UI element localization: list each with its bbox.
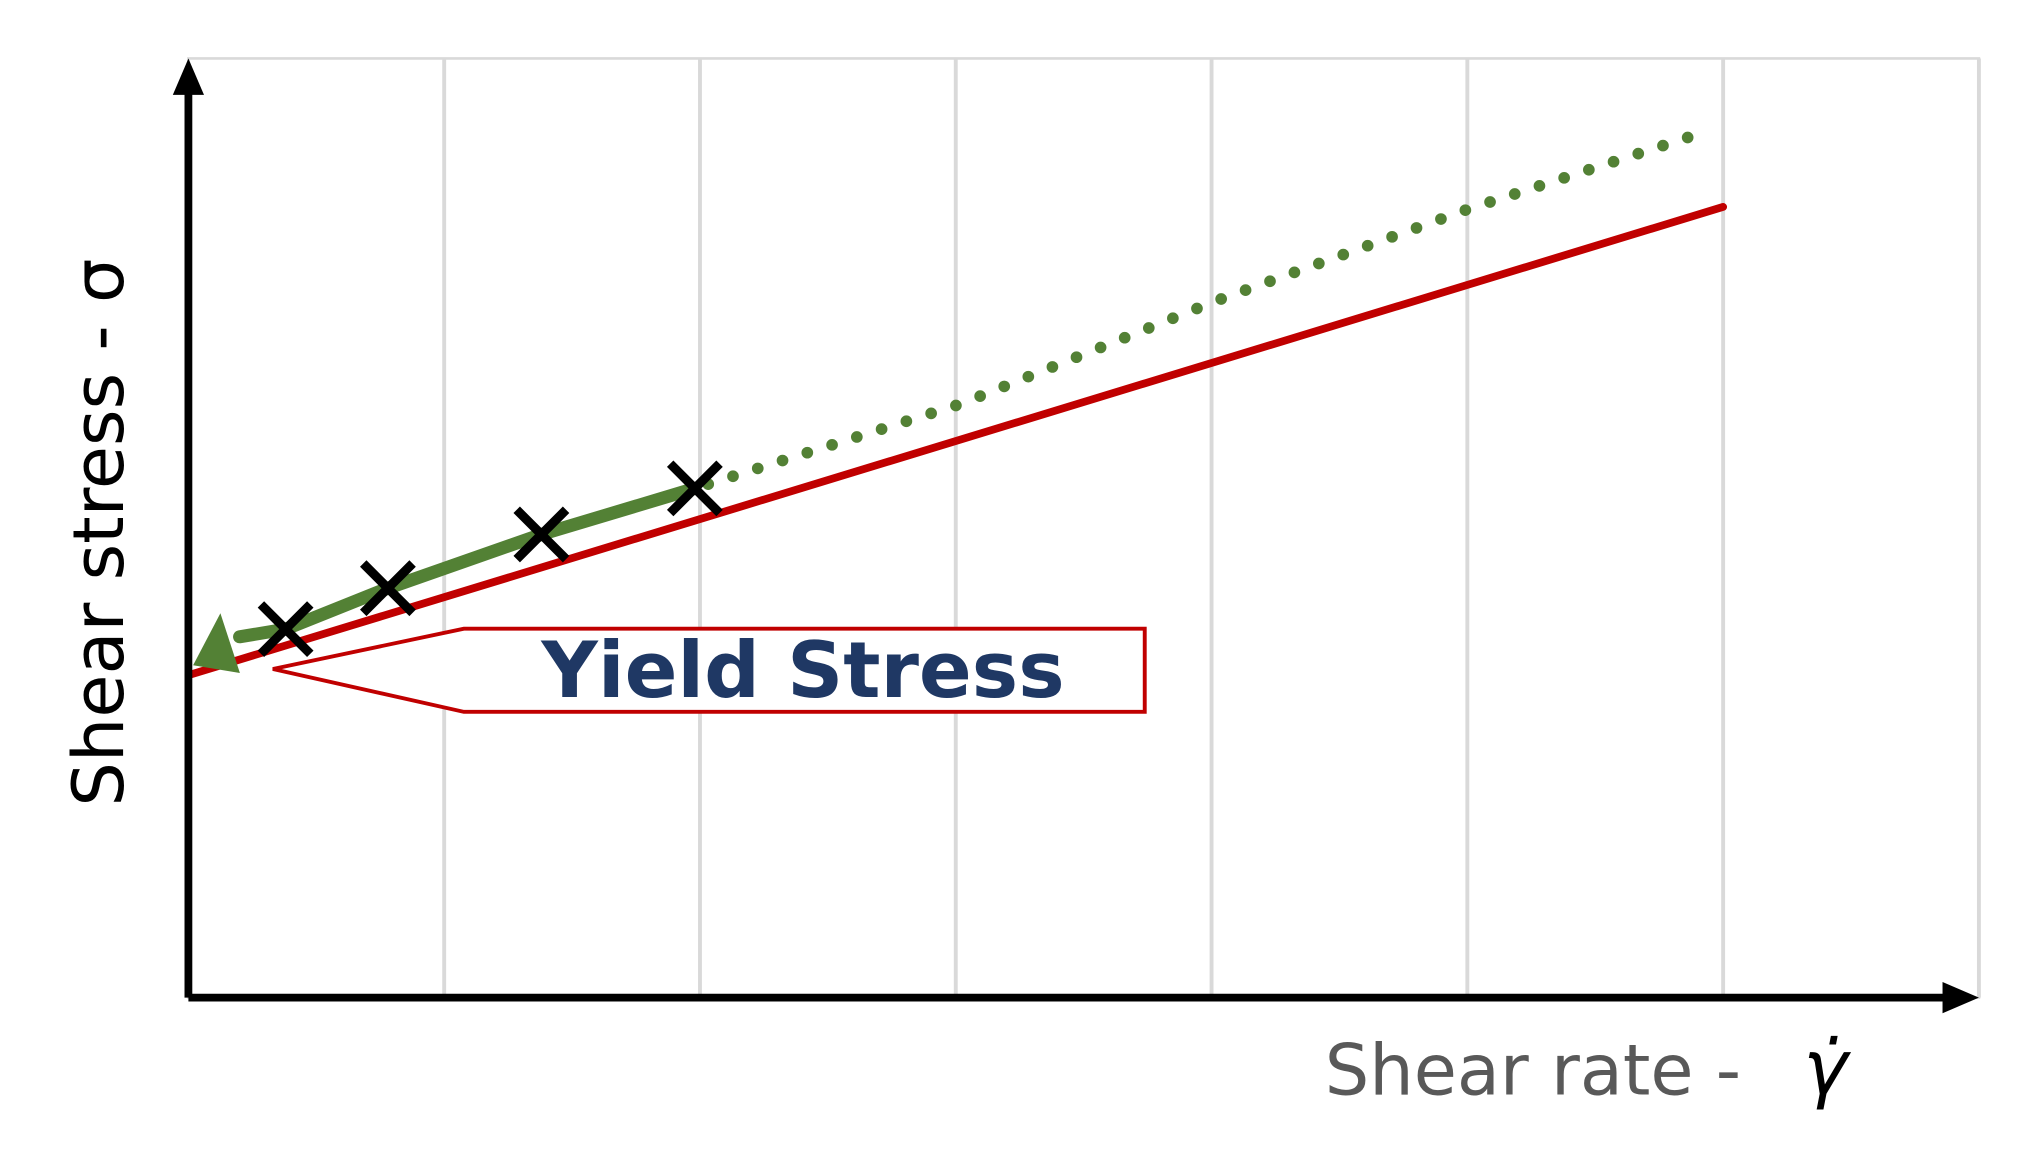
data-marker (257, 601, 314, 658)
series-line (233, 481, 702, 644)
data-marker (666, 460, 723, 517)
y-axis-label: Shear stress - σ (58, 259, 140, 807)
annotation: Yield Stress (540, 626, 1064, 716)
x-axis-arrow (1942, 982, 1979, 1014)
plot-frame (187, 57, 1981, 999)
callout-box (272, 626, 1147, 714)
yield-point (193, 613, 240, 674)
data-marker (360, 560, 416, 617)
data-marker (513, 506, 570, 563)
y-axis-arrow (172, 58, 204, 95)
x-axis-label: Shear rate - (1325, 1030, 1741, 1112)
x-axis-symbol: γ̇ (1803, 1023, 1851, 1111)
series-line (184, 202, 1728, 680)
